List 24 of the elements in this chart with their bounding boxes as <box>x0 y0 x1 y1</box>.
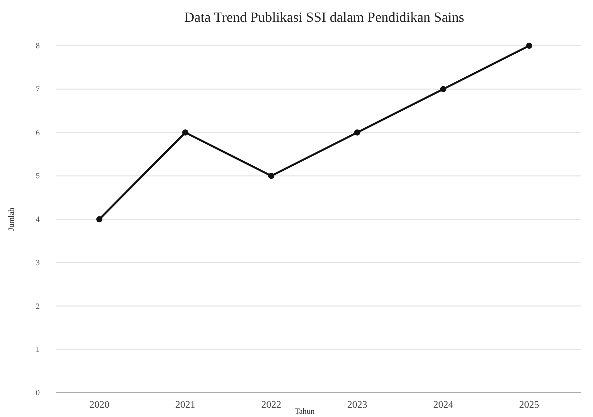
y-tick-label: 4 <box>36 215 40 224</box>
x-tick-label: 2020 <box>90 400 110 412</box>
y-axis-title: Jumlah <box>7 208 16 232</box>
x-tick-label: 2024 <box>433 400 454 412</box>
x-tick-label: 2021 <box>176 400 196 412</box>
y-tick-label: 3 <box>36 258 40 268</box>
point <box>96 216 103 223</box>
x-tick-label: 2023 <box>347 400 368 412</box>
point <box>268 173 275 180</box>
point <box>354 130 361 136</box>
point <box>526 42 533 50</box>
point <box>440 86 447 92</box>
x-tick-label: 2025 <box>519 400 540 412</box>
y-tick-label: 0 <box>36 388 40 398</box>
y-tick-label: 7 <box>36 84 40 94</box>
x-axis-title: Tahun <box>295 407 315 416</box>
y-tick-label: 2 <box>36 302 40 311</box>
y-tick-label: 1 <box>36 345 40 354</box>
point <box>182 130 189 136</box>
y-tick-label: 6 <box>36 128 40 138</box>
y-tick-label: 5 <box>36 172 40 181</box>
y-tick-label: 8 <box>36 42 40 51</box>
x-tick-label: 2022 <box>262 400 282 412</box>
chart-title: Data Trend Publikasi SSI dalam Pendidikan Sains <box>184 11 464 26</box>
